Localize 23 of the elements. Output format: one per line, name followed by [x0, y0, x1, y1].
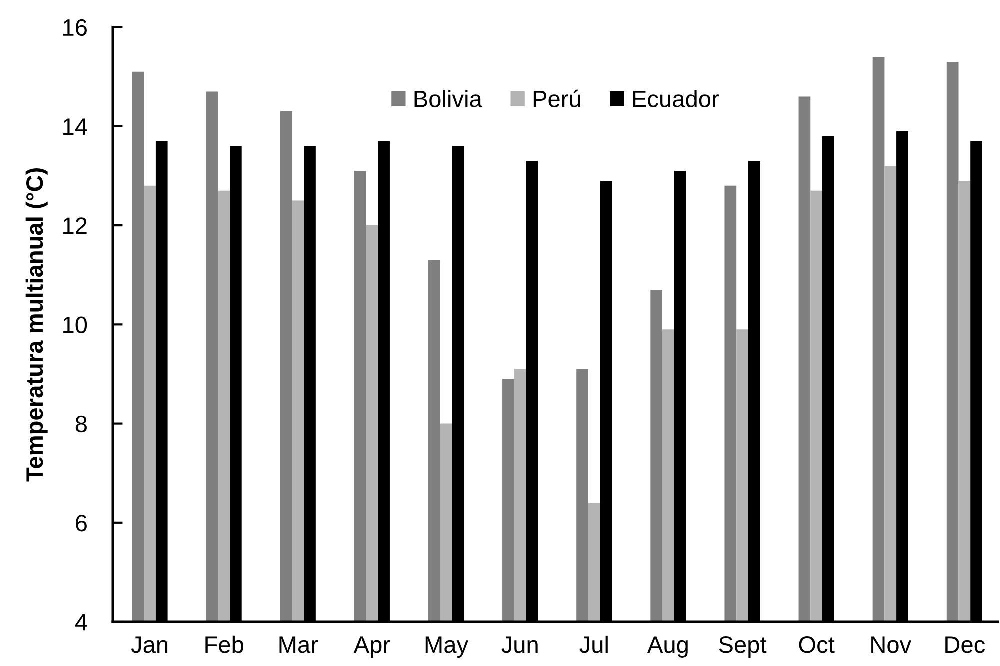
- y-tick-label: 16: [64, 19, 87, 36]
- x-tick-label: Jan: [131, 636, 168, 654]
- y-tick-label: 6: [76, 514, 87, 532]
- y-tick-label: 10: [64, 316, 88, 334]
- y-tick-label: 8: [76, 416, 87, 433]
- x-tick-label: May: [426, 636, 469, 658]
- y-axis-title: Temperatura multianual (°C): [26, 168, 48, 482]
- x-tick-label: Apr: [354, 636, 390, 658]
- x-tick-label: Sept: [719, 636, 767, 658]
- y-tick-label: 4: [75, 614, 88, 631]
- x-tick-label: Oct: [799, 636, 835, 654]
- x-tick-label: Dec: [946, 636, 986, 654]
- legend-label: Perú: [534, 90, 580, 108]
- x-tick-label: Feb: [206, 636, 244, 654]
- y-tick-label: 14: [64, 118, 88, 135]
- legend-label: Bolivia: [414, 90, 482, 108]
- x-tick-label: Jun: [502, 636, 538, 654]
- x-tick-label: Aug: [647, 636, 688, 658]
- x-tick-label: Mar: [280, 636, 318, 654]
- x-tick-label: Jul: [580, 636, 608, 654]
- x-tick-label: Nov: [872, 636, 912, 654]
- y-tick-label: 12: [64, 218, 87, 234]
- legend-label: Ecuador: [633, 90, 719, 108]
